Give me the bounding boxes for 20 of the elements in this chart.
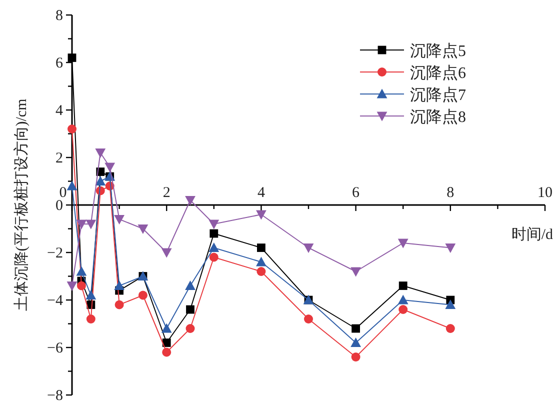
x-tick-label: 2 [162,185,170,201]
x-tick-label: 4 [257,185,266,201]
legend-label: 沉降点6 [410,64,466,82]
y-tick-label: 0 [56,198,63,214]
x-tick-label: 6 [352,185,360,201]
legend-label: 沉降点7 [410,86,466,104]
y-tick-label: 8 [56,8,63,24]
y-axis-title: 土体沉降(平行板桩打设方向)/cm [13,98,30,312]
legend-label: 沉降点8 [410,108,466,126]
x-tick-label: 8 [446,185,454,201]
y-tick-label: −6 [47,340,64,356]
y-tick-label: 6 [56,56,64,72]
y-tick-label: −8 [47,388,63,404]
legend-label: 沉降点5 [410,42,466,60]
y-tick-label: −4 [47,293,64,309]
x-tick-label: 10 [538,185,552,201]
y-tick-label: 4 [56,103,64,119]
y-tick-label: −2 [47,246,63,262]
x-axis-title: 时间/d [511,226,554,243]
y-tick-label: 2 [56,150,63,166]
